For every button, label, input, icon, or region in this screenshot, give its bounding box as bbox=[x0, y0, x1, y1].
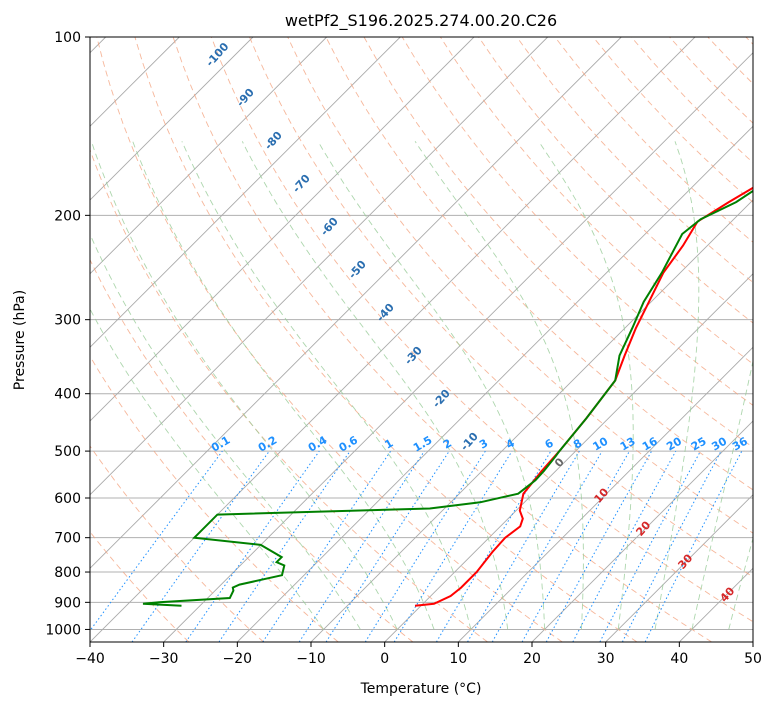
isotherm-line bbox=[531, 420, 753, 642]
x-tick-label: 10 bbox=[449, 651, 467, 667]
mixing-ratio-line bbox=[545, 450, 653, 642]
isotherm-line bbox=[90, 37, 475, 422]
dry-adiabat bbox=[134, 37, 638, 642]
mixing-ratio-line bbox=[218, 450, 351, 642]
isotherm-line bbox=[384, 273, 753, 642]
dry-adiabat bbox=[325, 37, 753, 491]
y-tick-label: 400 bbox=[54, 387, 81, 403]
y-tick-label: 200 bbox=[54, 208, 81, 224]
isotherm-line bbox=[457, 346, 753, 642]
mixing-ratio-line bbox=[572, 450, 677, 642]
dry-adiabat bbox=[90, 355, 339, 642]
y-axis-title: Pressure (hPa) bbox=[12, 290, 28, 390]
dry-adiabat bbox=[90, 258, 414, 642]
x-tick-label: 0 bbox=[380, 651, 389, 667]
isotherm-line bbox=[236, 125, 753, 642]
x-axis-title: Temperature (°C) bbox=[360, 681, 482, 697]
moist-adiabat bbox=[691, 359, 753, 630]
mixing-ratio-line bbox=[325, 450, 450, 642]
y-tick-label: 700 bbox=[54, 531, 81, 547]
moist-adiabat bbox=[654, 141, 700, 630]
x-tick-label: −30 bbox=[149, 651, 179, 667]
y-tick-label: 1000 bbox=[45, 622, 81, 638]
x-tick-label: 50 bbox=[744, 651, 762, 667]
y-tick-label: 500 bbox=[54, 444, 81, 460]
moist-adiabat bbox=[132, 141, 435, 630]
isotherm-line bbox=[90, 37, 328, 275]
x-tick-label: −10 bbox=[296, 651, 326, 667]
chart-title: wetPf2_S196.2025.274.00.20.C26 bbox=[285, 11, 557, 31]
mixing-ratio-line bbox=[393, 450, 513, 642]
moist-adiabat bbox=[90, 308, 324, 630]
y-tick-label: 300 bbox=[54, 313, 81, 329]
moist-adiabat bbox=[728, 536, 753, 630]
dry-adiabat bbox=[287, 37, 753, 534]
x-tick-label: 30 bbox=[597, 651, 615, 667]
y-tick-label: 600 bbox=[54, 491, 81, 507]
isotherm-line bbox=[310, 199, 753, 642]
isotherm-line bbox=[90, 37, 696, 642]
y-tick-label: 800 bbox=[54, 565, 81, 581]
dry-adiabat bbox=[96, 37, 563, 642]
moist-adiabat bbox=[414, 141, 584, 630]
moist-adiabat bbox=[181, 141, 472, 630]
dry-adiabat bbox=[210, 37, 753, 623]
dry-adiabat bbox=[249, 37, 753, 578]
mixing-ratio-line bbox=[298, 450, 425, 642]
profile-line-1 bbox=[414, 186, 753, 607]
y-tick-label: 900 bbox=[54, 595, 81, 611]
mixing-ratio-line bbox=[644, 450, 743, 642]
dry-adiabat bbox=[516, 37, 753, 283]
mixing-ratio-line bbox=[185, 450, 320, 642]
isotherm-line bbox=[605, 494, 753, 642]
x-tick-label: −20 bbox=[223, 651, 253, 667]
mixing-ratio-line bbox=[131, 450, 270, 642]
y-tick-label: 100 bbox=[54, 30, 81, 46]
isotherm-line bbox=[90, 37, 549, 496]
x-tick-label: 40 bbox=[670, 651, 688, 667]
plot-frame bbox=[89, 36, 754, 643]
isotherm-line bbox=[163, 52, 753, 642]
y-axis-ticks: 100 200 300 400 500 600 700 800 900 1000 bbox=[45, 30, 90, 638]
x-tick-label: 20 bbox=[523, 651, 541, 667]
mixing-ratio-line bbox=[90, 450, 223, 632]
series-layer bbox=[142, 186, 753, 607]
dry-adiabat bbox=[172, 37, 712, 642]
moist-adiabat bbox=[90, 141, 398, 630]
x-tick-label: −40 bbox=[75, 651, 105, 667]
dry-adiabat bbox=[90, 445, 264, 642]
isotherm-line bbox=[90, 37, 254, 201]
profile-line-2 bbox=[142, 189, 753, 607]
moist-adiabat bbox=[90, 233, 361, 630]
x-axis-ticks: −40 −30 −20 −10 0 10 20 30 40 50 bbox=[75, 642, 762, 667]
mixing-ratio-line bbox=[521, 450, 630, 642]
isotherm-line bbox=[90, 37, 622, 569]
mixing-ratio-line bbox=[262, 450, 392, 642]
